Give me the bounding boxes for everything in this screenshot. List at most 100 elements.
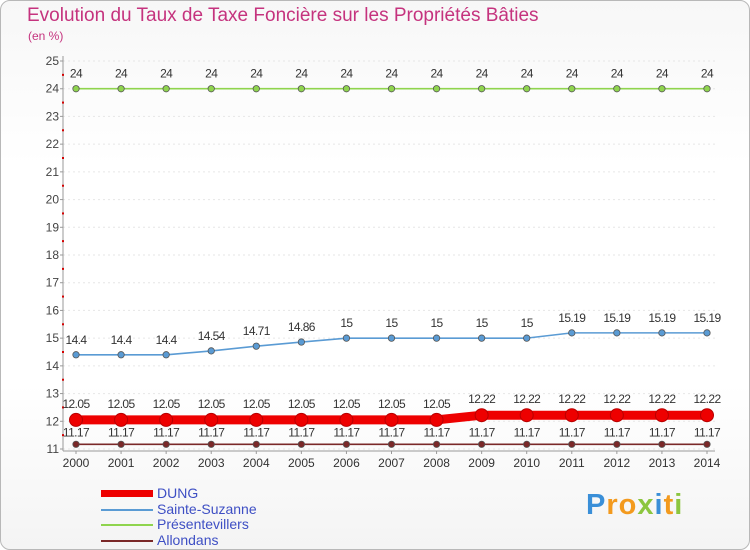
data-label: 11.17 [604,425,631,439]
data-point [432,440,441,448]
y-tick-label: 12 [46,414,60,428]
y-tick-label: 19 [46,220,60,234]
data-label: 24 [205,67,218,81]
data-point [568,85,576,93]
x-tick-label: 2008 [423,456,450,470]
data-label: 24 [656,67,669,81]
data-label: 11.17 [288,425,315,439]
data-point [613,440,621,448]
legend-label-allondans: Allondans [157,531,219,548]
data-point [613,329,621,337]
data-label: 15 [385,316,398,330]
data-label: 12.05 [378,397,406,411]
data-label: 12.22 [558,392,586,406]
y-tick-label: 17 [46,276,60,290]
y-tick-label: 22 [46,137,60,151]
data-point [252,342,260,350]
y-axis-unit-label: (en %) [28,29,64,43]
data-label: 24 [385,67,398,81]
x-tick-label: 2000 [63,456,90,470]
data-point [564,408,579,423]
data-label: 14.4 [66,333,88,347]
data-label: 24 [115,67,128,81]
series-dung: 12.05 12.05 12.05 12.05 12.05 12.05 12.05 12.05… [62,392,722,427]
data-point [297,85,305,93]
data-point [204,412,219,427]
data-point [162,85,170,93]
data-point [252,440,260,448]
y-minor-marker [62,323,64,326]
data-label: 12.22 [603,392,631,406]
data-label: 11.17 [198,425,225,439]
data-label: 14.71 [243,324,271,338]
data-label: 11.17 [559,425,586,439]
data-point [568,440,576,448]
data-point [609,408,624,423]
x-tick-label: 2010 [513,456,540,470]
logo-letter: i [654,489,664,521]
chart-title: Evolution du Taux de Taxe Foncière sur l… [27,5,539,26]
data-label: 11.17 [649,425,676,439]
data-label: 14.86 [288,320,316,334]
data-label: 11.17 [333,425,360,439]
logo-letter: x [637,489,655,521]
y-minor-marker [62,101,64,104]
y-minor-marker [62,212,64,215]
y-tick-label: 20 [46,193,60,207]
data-label: 12.05 [153,397,181,411]
data-point [249,412,264,427]
data-point [297,440,305,448]
data-label: 12.05 [288,397,316,411]
data-label: 12.05 [108,397,136,411]
data-point [117,351,125,359]
data-label: 15 [521,316,534,330]
legend-swatch-presentevillers [101,524,153,526]
y-tick-label: 11 [47,442,60,456]
y-minor-marker [62,378,64,381]
legend-label-sainte-suzanne: Sainte-Suzanne [157,500,257,517]
y-minor-marker [62,240,64,243]
data-label: 12.05 [243,397,271,411]
data-label: 11.17 [469,425,496,439]
series-presentevillers: 24 24 24 24 24 24 24 24 24 24 24 24 24 24 24 [70,67,715,93]
data-label: 12.05 [198,397,226,411]
data-label: 24 [430,67,443,81]
y-tick-label: 23 [46,109,60,123]
data-point [519,408,534,423]
y-minor-marker [62,267,64,270]
legend-swatch-allondans [101,539,153,542]
data-point [429,412,444,427]
series-allondans: 11.17 11.17 11.17 11.17 11.17 11.17 11.17 11.17… [63,425,722,448]
y-tick-label: 14 [46,359,60,373]
data-point [342,85,351,93]
y-tick-label: 15 [46,331,60,345]
proxiti-logo: Proxiti [586,489,683,522]
data-label: 15 [340,316,353,330]
y-tick-label: 21 [46,165,60,179]
data-point [523,334,531,342]
data-label: 12.22 [513,392,541,406]
data-label: 24 [295,67,308,81]
data-label: 12.22 [648,392,676,406]
legend-label-dung: DUNG [157,485,199,501]
y-minor-marker [62,157,64,159]
logo-letter: P [586,489,607,521]
data-label: 12.22 [693,392,721,406]
data-label: 24 [611,67,624,81]
data-point [613,85,621,93]
data-label: 12.22 [468,392,496,406]
data-label: 11.17 [243,425,270,439]
data-point [658,85,666,93]
data-label: 14.4 [111,333,133,347]
data-point [294,412,309,427]
data-label: 15 [476,316,489,330]
legend-swatch-dung [101,490,153,497]
x-tick-label: 2009 [468,456,495,470]
data-label: 14.54 [198,329,226,343]
data-label: 11.17 [63,425,90,439]
data-label: 12.05 [333,397,361,411]
data-point [478,85,486,93]
data-label: 24 [70,67,83,81]
x-tick-label: 2012 [604,456,631,470]
